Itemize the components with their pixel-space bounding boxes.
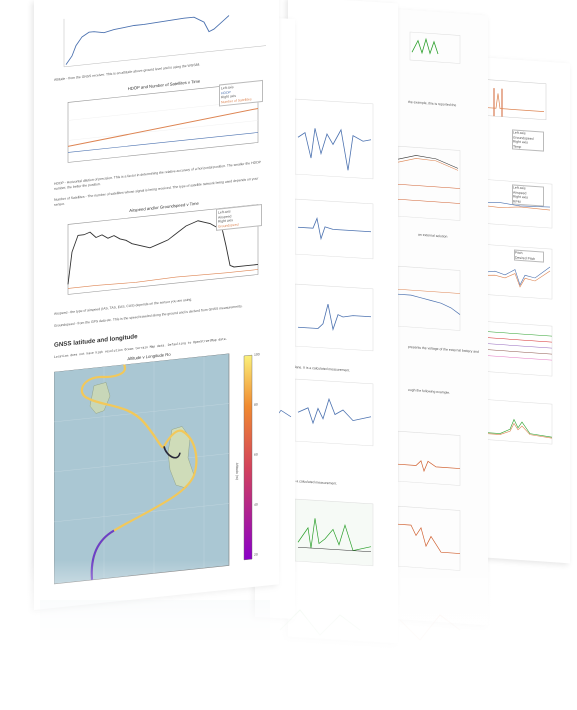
flight-track-map <box>54 353 253 585</box>
page5-chart-4 <box>481 321 553 377</box>
altitude-chart-fragment <box>63 15 266 68</box>
page3-chart-4 <box>294 378 374 447</box>
colorbar-tick: 40 <box>254 502 258 507</box>
page4-note: the example, this is reported the <box>408 99 457 108</box>
document-page-4: the example, this is reported the an ext… <box>388 8 488 626</box>
page5-chart-1 <box>485 79 547 121</box>
colorbar-ticks: 20 40 60 80 100 <box>254 351 268 556</box>
colorbar-tick: 60 <box>254 452 258 457</box>
page4-note: ough the following example. <box>408 387 451 395</box>
page5-legend-a: Left axis Airspeed Right axis RPM <box>512 184 544 207</box>
page3-chart-1 <box>294 98 374 180</box>
page4-chart-3 <box>397 265 461 331</box>
document-page-3: plane. It is a calculated measurement. i… <box>288 0 398 644</box>
legend-item: Desired Pitch <box>515 255 536 261</box>
legend-item: Temp <box>513 143 522 149</box>
legend-item: RPM <box>513 198 521 204</box>
page3-chart-5 <box>294 498 374 567</box>
page3-chart-2 <box>294 198 374 260</box>
page3-note: plane. It is a calculated measurement. <box>293 364 351 373</box>
bottom-fade <box>0 560 577 710</box>
page5-legend-b: Pitch Desired Pitch <box>514 249 544 263</box>
colorbar-tick: 80 <box>254 402 258 407</box>
page5-chart-5 <box>481 399 553 445</box>
hdop-chart <box>67 82 259 163</box>
page5-legend-c: Left axis Groundspeed Right axis Temp <box>512 129 544 152</box>
hdop-legend: Left axis HDOP Right axis Number of Sate… <box>219 79 263 107</box>
document-page-1: Altitude - from the GNSS receiver. This … <box>34 0 279 611</box>
page4-chart-4 <box>397 430 461 486</box>
page4-note: an external solution <box>418 232 448 239</box>
page4-note: presents the voltage of the external bat… <box>408 344 479 354</box>
page4-chart-2 <box>397 145 461 221</box>
page4-chart-1 <box>409 31 461 64</box>
colorbar-label: Altitude (m) <box>235 462 239 481</box>
page3-note: is a calculated measurement. <box>293 478 338 486</box>
page3-chart-3 <box>294 283 374 352</box>
colorbar-tick: 100 <box>254 352 260 357</box>
